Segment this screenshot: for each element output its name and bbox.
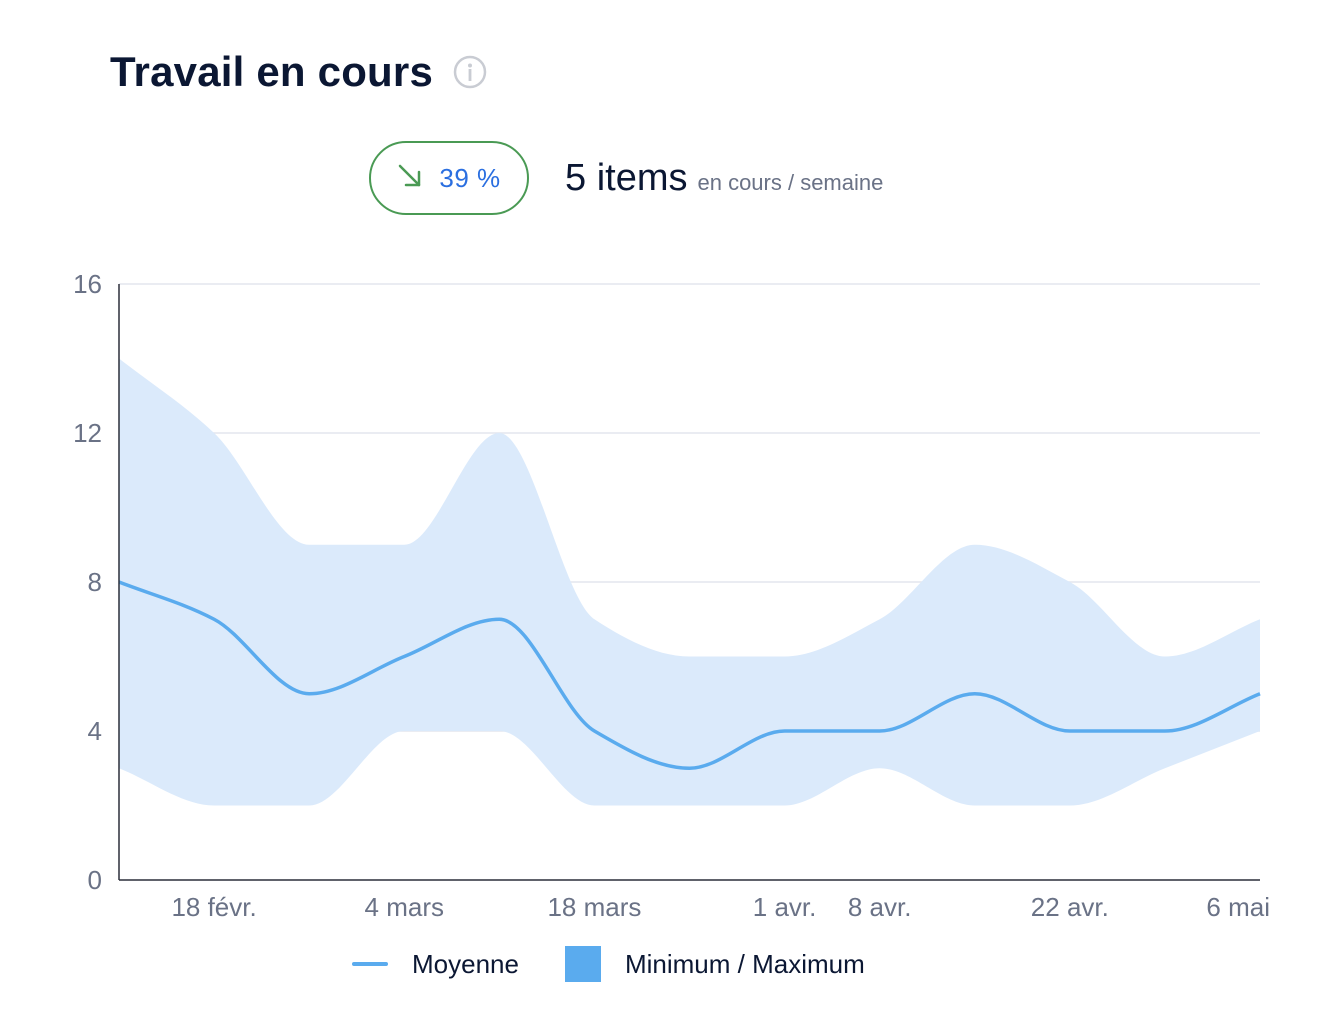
x-tick-label: 22 avr. [1031,892,1109,922]
trend-percent: 39 % [439,162,501,193]
x-tick-label: 18 mars [547,892,641,922]
arrow-down-right-icon [397,163,423,194]
x-tick-label: 6 mai [1206,892,1270,922]
chart-header: Travail en cours [110,48,487,96]
y-tick-label: 16 [73,269,102,299]
stat: 5 items en cours / semaine [565,157,883,200]
stat-value: 5 items [565,156,688,199]
legend-label-moyenne: Moyenne [412,948,519,979]
legend-item-moyenne[interactable]: Moyenne [352,949,519,980]
x-tick-label: 1 avr. [753,892,817,922]
stat-unit: en cours / semaine [697,169,884,195]
chart-title: Travail en cours [110,48,434,95]
chart-plot: 0 4 8 12 16 18 févr. 4 mars 18 mars 1 avr. 8 avr.… [73,269,1270,922]
legend-label-min-max: Minimum / Maximum [624,948,865,979]
trend-badge: 39 % [369,141,529,215]
mean-line [118,580,1261,770]
x-tick-label: 8 avr. [848,892,912,922]
y-tick-label: 8 [88,567,102,597]
legend-line-marker [352,962,388,966]
legend-band-marker [564,946,601,982]
x-tick-label: 18 févr. [171,892,256,922]
legend: Moyenne Minimum / Maximum [352,944,865,984]
x-tick-label: 4 mars [365,892,444,922]
y-tick-label: 0 [88,865,102,895]
summary: 39 % 5 items en cours / semaine [369,141,883,215]
legend-item-min-max[interactable]: Minimum / Maximum [564,946,865,982]
y-tick-label: 12 [73,418,102,448]
info-icon[interactable] [453,55,487,89]
y-tick-label: 4 [88,716,102,746]
